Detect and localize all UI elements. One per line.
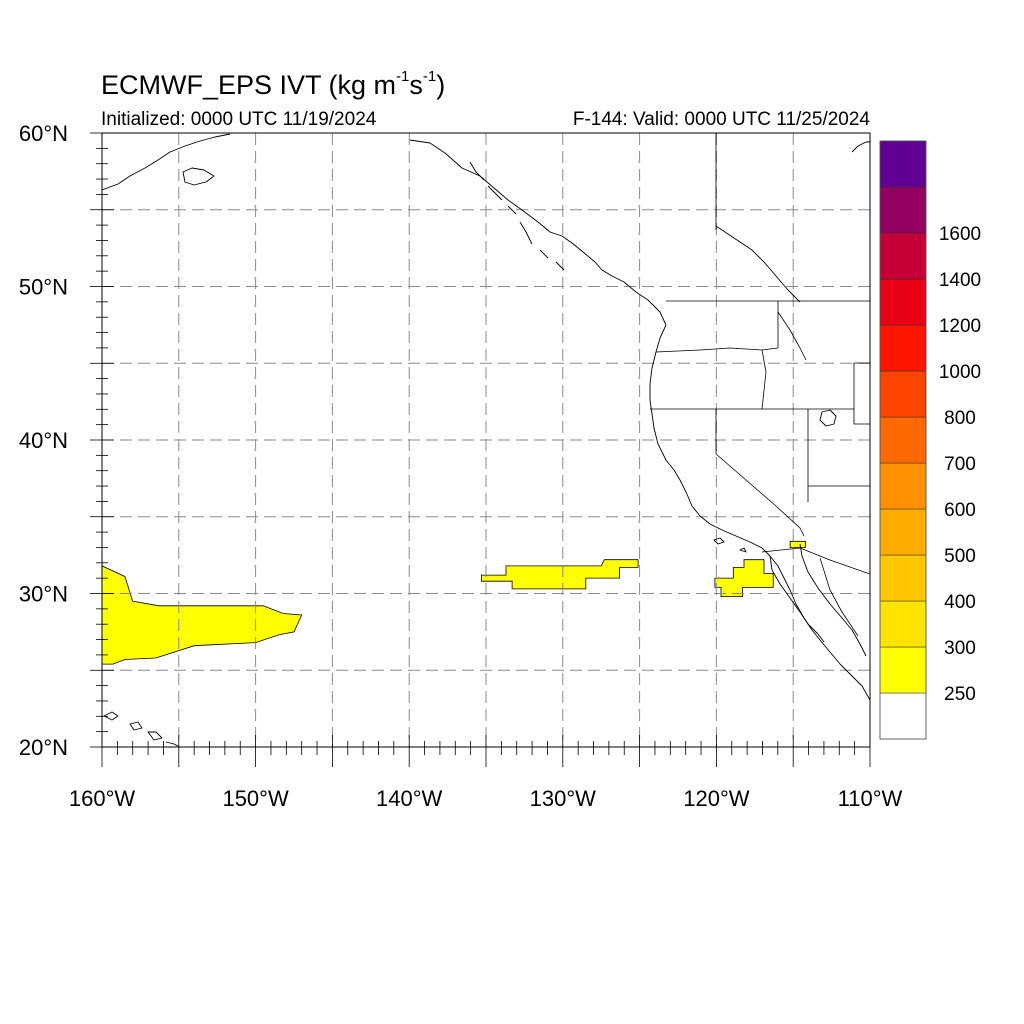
lat-label: 40°N: [19, 428, 68, 453]
colorbar-label: 600: [944, 500, 976, 521]
colorbar-label: 800: [944, 408, 976, 429]
colorbar-swatch: [879, 416, 927, 464]
coastline-baja: [769, 555, 825, 643]
colorbar-swatch: [879, 278, 927, 326]
border-us-mexico: [761, 547, 870, 575]
ivt-shading: [102, 540, 806, 665]
lon-label: 140°W: [376, 786, 443, 811]
ivt-region-baja-offshore: [714, 559, 774, 597]
ivt-region-gulf-of-california-north: [789, 540, 806, 548]
graticule: [102, 133, 870, 747]
lat-label: 60°N: [19, 121, 68, 146]
chart-title: ECMWF_EPS IVT (kg m-1s-1): [101, 68, 446, 100]
colorbar-swatch: [879, 692, 927, 740]
coastline-alaska-gulf: [102, 133, 231, 191]
border-wy: [853, 362, 870, 425]
border-or-id: [761, 349, 767, 410]
colorbar-swatch: [879, 462, 927, 510]
ivt-region-mid-pacific-band: [480, 559, 639, 590]
colorbar-swatch: [879, 508, 927, 556]
border-baja-sonora: [819, 557, 859, 637]
coastline-west-coast: [649, 324, 870, 701]
ivt-region-subtropical-central-pacific: [102, 565, 303, 665]
valid-time: F-144: Valid: 0000 UTC 11/25/2024: [572, 109, 870, 130]
colorbar-label: 250: [944, 684, 976, 705]
state-borders: [650, 133, 870, 637]
colorbar-label: 400: [944, 592, 976, 613]
lake-great-salt: [819, 409, 837, 427]
axis-labels: 60°N 50°N 40°N 30°N 20°N 160°W 150°W 140°W 130°W…: [19, 121, 903, 811]
lon-label: 130°W: [530, 786, 597, 811]
lat-label: 50°N: [19, 275, 68, 300]
colorbar-swatch: [879, 324, 927, 372]
colorbar-swatch: [879, 232, 927, 280]
lat-label: 30°N: [19, 582, 68, 607]
coastline-ne-corner: [851, 141, 870, 153]
colorbar-label: 1000: [939, 362, 981, 383]
lat-label: 20°N: [19, 735, 68, 760]
border-ca-nv: [715, 409, 805, 537]
lon-label: 160°W: [69, 786, 136, 811]
island-oahu-hawaii: [103, 711, 179, 747]
colorbar-frame: [879, 140, 927, 740]
colorbar-label: 700: [944, 454, 976, 475]
colorbar-label: 1600: [939, 224, 981, 245]
border-id-mt: [777, 311, 807, 361]
colorbar-swatch: [879, 186, 927, 234]
colorbar-label: 300: [944, 638, 976, 659]
colorbar-swatch: [879, 554, 927, 602]
colorbar-swatch: [879, 370, 927, 418]
island-kodiak: [182, 167, 215, 186]
lon-label: 150°W: [222, 786, 289, 811]
colorbar-label: 1400: [939, 270, 981, 291]
lon-label: 110°W: [838, 786, 903, 811]
coastline-hudson-inland: [715, 225, 801, 303]
coastline-alaska-panhandle: [409, 139, 667, 326]
colorbar-label: 1200: [939, 316, 981, 337]
colorbar-swatch: [879, 140, 927, 188]
coastline-gulf-california: [799, 543, 867, 657]
axis-ticks: [90, 132, 871, 767]
initialized-time: Initialized: 0000 UTC 11/19/2024: [101, 109, 377, 130]
islands-archipelago: [469, 161, 565, 271]
island-channel: [713, 537, 747, 553]
lon-label: 120°W: [683, 786, 750, 811]
border-wa-or: [655, 347, 779, 353]
colorbar-label: 500: [944, 546, 976, 567]
colorbar-swatch: [879, 646, 927, 694]
ivt-colorbar: 250 300 400 500 600 700 800 1000 1200 1400 1600: [879, 140, 981, 740]
colorbar-swatch: [879, 600, 927, 648]
map-outlines: [102, 133, 870, 747]
